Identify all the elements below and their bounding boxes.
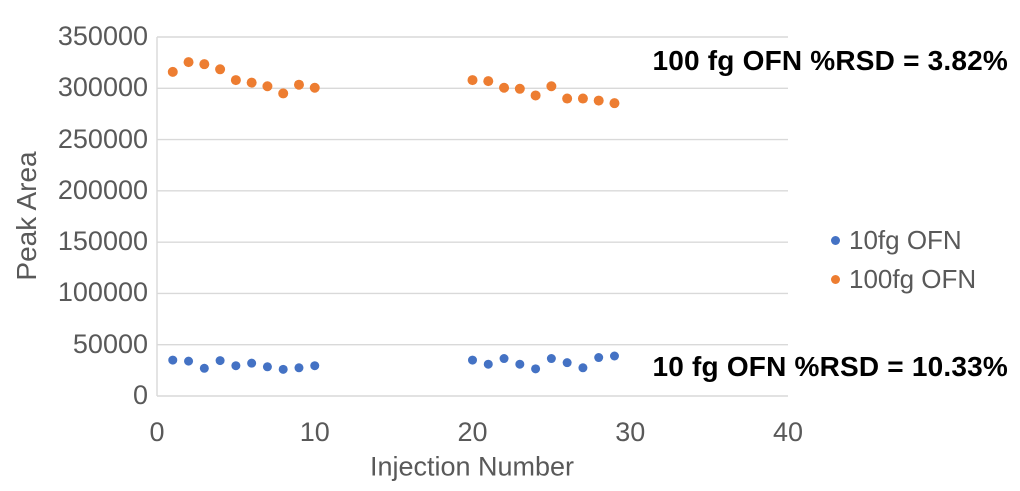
data-point-100fg-ofn — [215, 64, 226, 75]
y-tick-label: 250000 — [57, 123, 148, 154]
y-tick-label: 150000 — [57, 226, 148, 257]
data-point-10fg-ofn — [215, 356, 225, 366]
data-point-10fg-ofn — [562, 358, 572, 368]
data-point-10fg-ofn — [483, 359, 493, 369]
data-point-100fg-ofn — [467, 75, 478, 86]
data-point-100fg-ofn — [499, 82, 510, 93]
data-point-100fg-ofn — [230, 75, 241, 86]
data-point-100fg-ofn — [562, 93, 573, 104]
data-point-10fg-ofn — [546, 354, 556, 364]
data-point-100fg-ofn — [246, 77, 257, 88]
legend-label-100fg: 100fg OFN — [849, 264, 977, 294]
y-tick-label: 0 — [132, 380, 148, 410]
data-point-100fg-ofn — [530, 90, 541, 101]
data-point-100fg-ofn — [262, 81, 273, 92]
data-point-10fg-ofn — [594, 353, 604, 363]
legend-marker-100fg-icon — [831, 275, 840, 284]
data-point-10fg-ofn — [278, 364, 288, 374]
data-point-10fg-ofn — [310, 361, 320, 371]
x-tick-label: 10 — [299, 417, 330, 447]
legend-item-100fg-ofn: 100fg OFN — [831, 263, 976, 296]
legend-label-10fg: 10fg OFN — [849, 225, 962, 255]
legend-marker-10fg-icon — [831, 236, 840, 245]
data-point-100fg-ofn — [514, 83, 525, 94]
data-point-100fg-ofn — [546, 81, 557, 92]
legend-item-10fg-ofn: 10fg OFN — [831, 224, 976, 257]
data-point-100fg-ofn — [593, 95, 604, 106]
data-point-10fg-ofn — [231, 361, 241, 371]
legend: 10fg OFN 100fg OFN — [831, 224, 976, 296]
x-tick-label: 30 — [615, 417, 646, 447]
y-tick-label: 50000 — [72, 328, 148, 359]
data-point-100fg-ofn — [577, 93, 588, 104]
data-point-10fg-ofn — [609, 351, 619, 361]
y-tick-label: 100000 — [57, 277, 148, 308]
y-tick-label: 200000 — [57, 174, 148, 205]
data-point-100fg-ofn — [167, 66, 178, 77]
data-point-10fg-ofn — [247, 358, 257, 368]
data-point-100fg-ofn — [609, 98, 620, 109]
x-tick-label: 40 — [772, 417, 804, 447]
data-point-10fg-ofn — [468, 355, 477, 365]
data-point-10fg-ofn — [531, 364, 541, 374]
y-axis-title: Peak Area — [11, 151, 42, 281]
x-axis-title: Injection Number — [369, 451, 575, 482]
data-point-10fg-ofn — [184, 356, 194, 366]
x-tick-label: 20 — [457, 417, 488, 447]
y-tick-label: 300000 — [57, 72, 148, 103]
x-tick-label: 0 — [149, 417, 165, 447]
data-point-100fg-ofn — [183, 57, 194, 68]
data-point-100fg-ofn — [293, 79, 304, 90]
data-point-100fg-ofn — [278, 88, 289, 99]
data-point-100fg-ofn — [309, 82, 320, 93]
data-point-10fg-ofn — [578, 363, 588, 373]
data-point-10fg-ofn — [515, 359, 525, 369]
y-tick-label: 350000 — [57, 21, 148, 51]
data-point-100fg-ofn — [199, 59, 210, 70]
data-point-10fg-ofn — [499, 354, 509, 364]
data-point-10fg-ofn — [262, 362, 272, 372]
annotation-10fg-rsd: 10 fg OFN %RSD = 10.33% — [652, 351, 1008, 382]
data-point-10fg-ofn — [294, 363, 304, 373]
data-point-10fg-ofn — [168, 355, 178, 365]
annotation-100fg-rsd: 100 fg OFN %RSD = 3.82% — [652, 45, 1008, 76]
data-point-100fg-ofn — [483, 76, 494, 87]
data-point-10fg-ofn — [199, 363, 209, 373]
